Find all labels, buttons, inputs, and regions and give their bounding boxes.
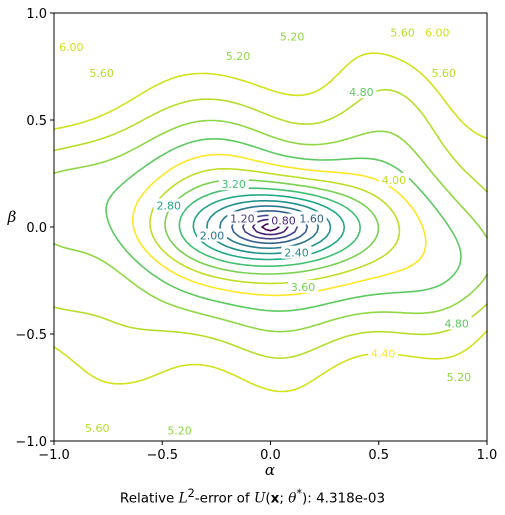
contour-label: 5.60 <box>85 422 110 435</box>
contour-plot: 0.80 1.20 1.60 2.00 2.40 2.80 3.20 3.60 4.00 4.40… <box>7 7 498 479</box>
x-axis-label: α <box>265 461 275 479</box>
contour-label-bg <box>441 316 472 330</box>
contour-label: 6.00 <box>425 26 450 39</box>
contour-label: 4.00 <box>382 174 407 187</box>
y-tick-label: 0.5 <box>26 114 47 129</box>
contour-label-bg <box>164 423 195 437</box>
x-tick-label: −0.5 <box>146 448 178 463</box>
contour-label: 5.20 <box>167 424 192 437</box>
x-tick-label: 0.5 <box>368 448 389 463</box>
contour-label: 1.20 <box>230 212 255 225</box>
contour-label-bg <box>218 177 249 191</box>
contour-label-bg <box>287 279 318 293</box>
contour-label-bg <box>153 198 184 212</box>
contour-label: 3.20 <box>221 178 246 191</box>
contour-label: 6.00 <box>59 41 84 54</box>
contour-label: 2.00 <box>200 230 225 243</box>
contour-label-bg <box>378 172 409 186</box>
contour-level-2.80 <box>192 194 346 261</box>
contour-label-bg <box>277 29 308 43</box>
contour-label: 5.60 <box>390 26 415 39</box>
contour-label: 5.60 <box>431 67 456 80</box>
contour-label: 1.60 <box>299 212 324 225</box>
x-tick-label: 1.0 <box>477 448 498 463</box>
error-caption: Relative L2-error of U(x; θ*): 4.318e-03 <box>119 487 386 507</box>
contour-label: 4.80 <box>349 86 374 99</box>
contour-label-bg <box>268 213 299 227</box>
contour-label: 4.80 <box>444 317 469 330</box>
contour-label-bg <box>387 25 418 39</box>
contour-labels: 0.80 1.20 1.60 2.00 2.40 2.80 3.20 3.60 4.00 4.40… <box>56 25 474 437</box>
contour-label: 5.60 <box>89 67 114 80</box>
contour-label-bg <box>227 211 258 225</box>
contour-label-bg <box>281 245 312 259</box>
contour-label: 3.60 <box>291 281 316 294</box>
y-tick-label: 0.0 <box>26 221 47 236</box>
contour-label: 4.40 <box>371 347 396 360</box>
contour-label-bg <box>197 228 228 242</box>
contour-label-bg <box>56 40 87 54</box>
y-tick-label: 1.0 <box>26 7 47 22</box>
contour-level-5.60 <box>53 88 488 359</box>
contour-label: 5.20 <box>280 31 305 44</box>
y-tick-label: −1.0 <box>15 435 47 450</box>
contour-label-bg <box>82 421 113 435</box>
x-tick-label: 0.0 <box>260 448 281 463</box>
x-axis-ticks: −1.0 −0.5 0.0 0.5 1.0 <box>38 441 497 463</box>
contour-label: 2.40 <box>284 247 309 260</box>
contour-label: 0.80 <box>271 215 296 228</box>
contour-level-3.20 <box>178 187 361 267</box>
contour-label-bg <box>223 48 254 62</box>
contour-label-bg <box>86 65 117 79</box>
y-axis-ticks: −1.0 −0.5 0.0 0.5 1.0 <box>15 7 54 450</box>
x-tick-label: −1.0 <box>38 448 70 463</box>
contour-label-bg <box>368 346 399 360</box>
contour-label-bg <box>422 25 453 39</box>
contour-label-bg <box>346 85 377 99</box>
contour-label: 5.20 <box>447 371 472 384</box>
contour-level-2.40 <box>206 200 332 255</box>
contour-label: 5.20 <box>226 50 251 63</box>
contour-label-bg <box>443 369 474 383</box>
y-tick-label: −0.5 <box>15 328 47 343</box>
contour-label: 2.80 <box>156 200 181 213</box>
contour-label-bg <box>296 211 327 225</box>
plot-area <box>54 13 487 441</box>
contour-level-5.20 <box>53 119 488 333</box>
y-axis-label: β <box>7 208 17 226</box>
contour-level-6.00 <box>53 52 488 393</box>
contour-label-bg <box>428 65 459 79</box>
